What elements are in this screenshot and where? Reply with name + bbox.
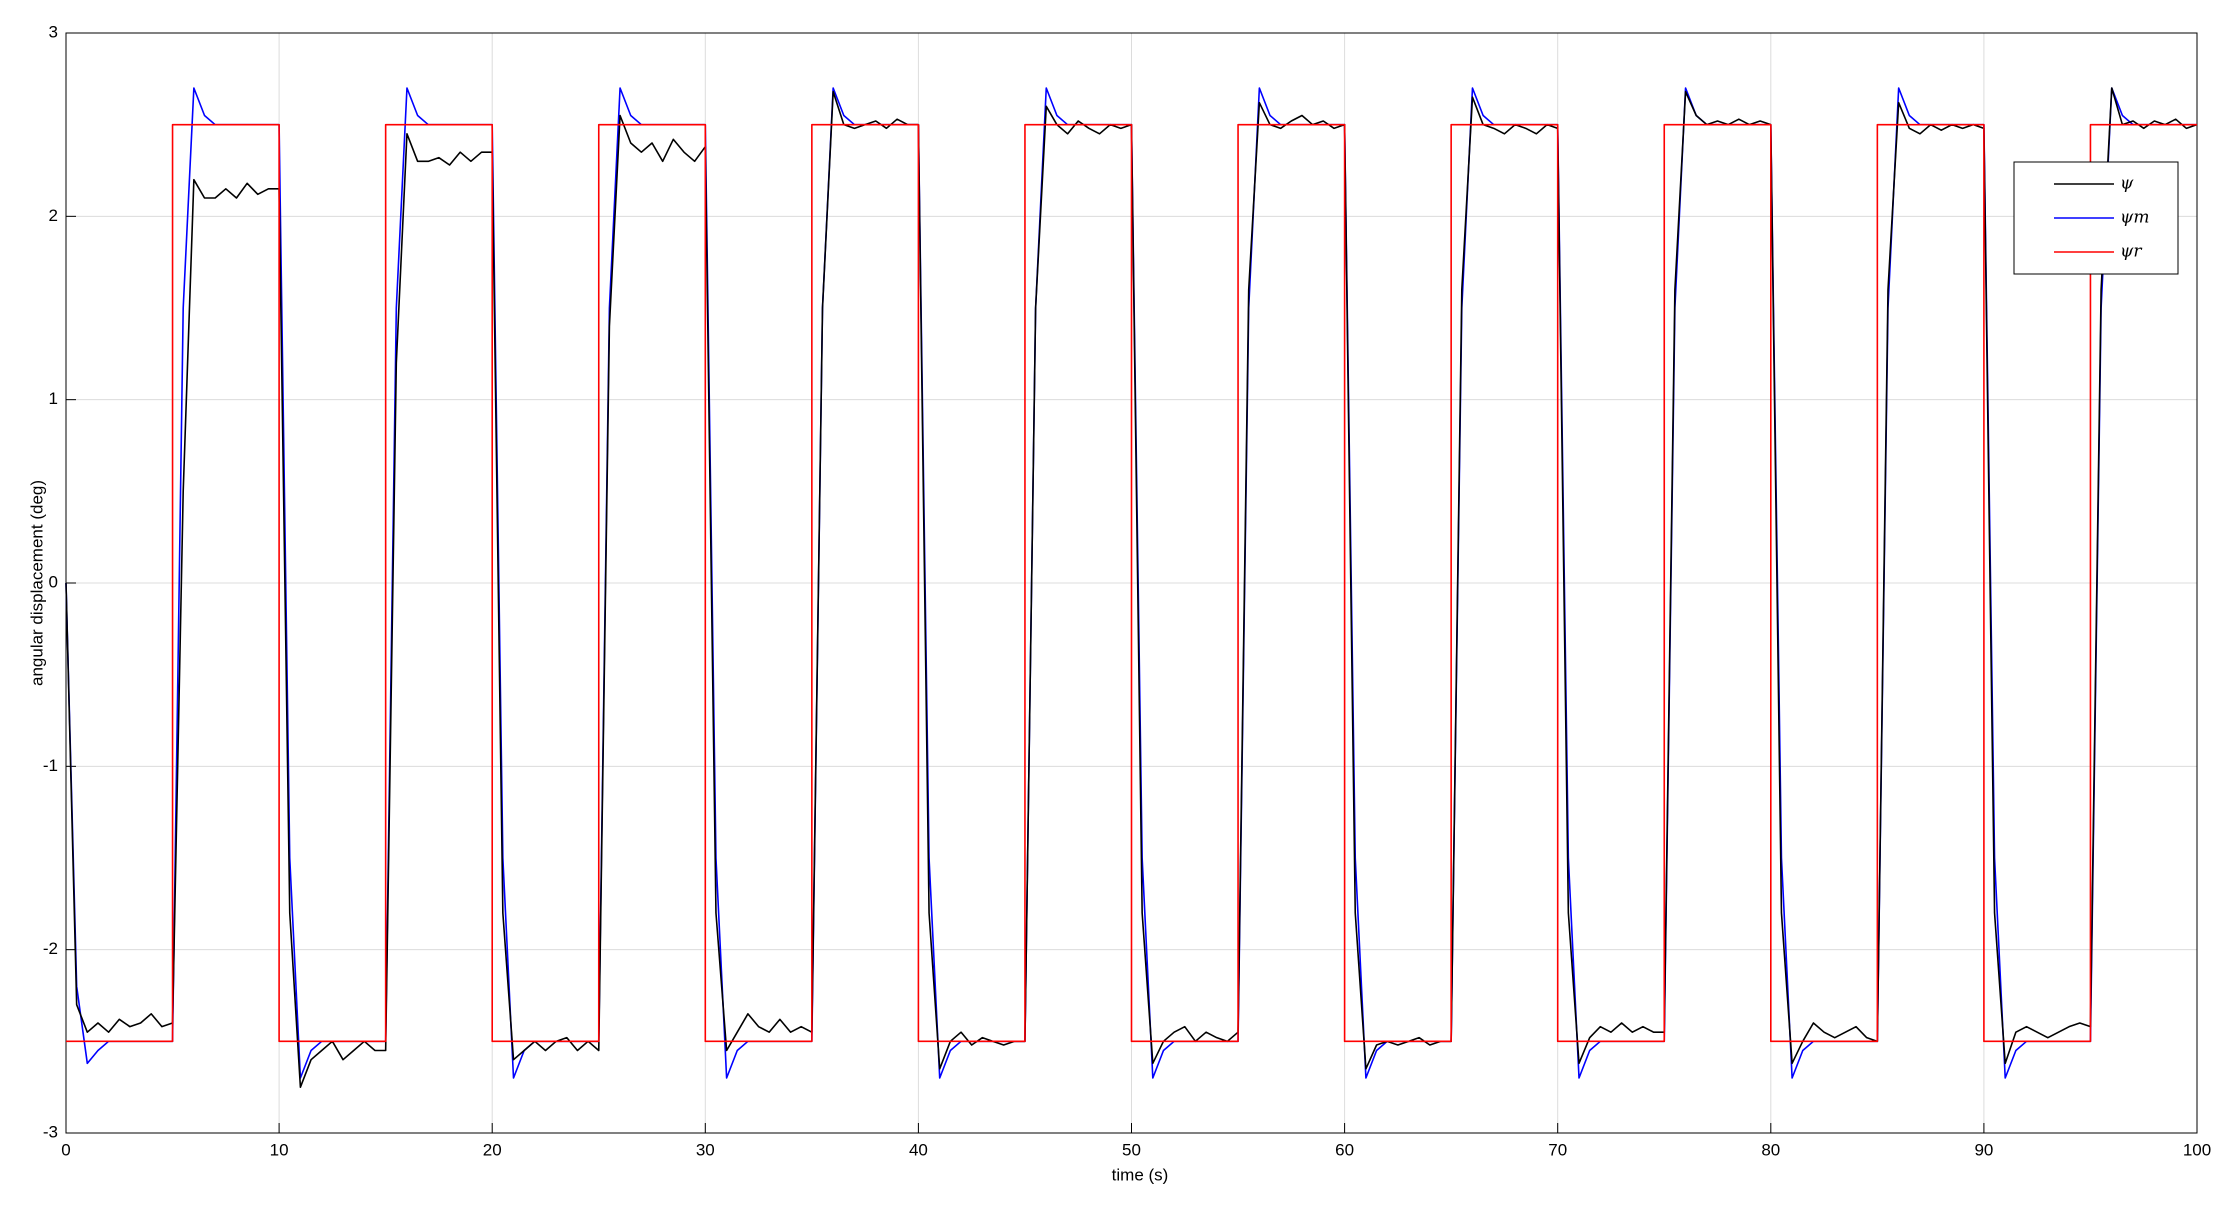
x-tick-label: 100 <box>2183 1140 2211 1159</box>
legend-label: ψm <box>2120 208 2149 228</box>
y-axis-label: angular displacement (deg) <box>27 480 46 686</box>
y-tick-label: -2 <box>43 939 58 958</box>
x-tick-label: 50 <box>1122 1140 1141 1159</box>
x-tick-label: 10 <box>270 1140 289 1159</box>
legend-label: ψr <box>2120 242 2142 262</box>
y-tick-label: -1 <box>43 756 58 775</box>
x-tick-label: 20 <box>483 1140 502 1159</box>
x-tick-label: 80 <box>1761 1140 1780 1159</box>
y-tick-label: 0 <box>49 572 58 591</box>
x-tick-label: 30 <box>696 1140 715 1159</box>
x-tick-label: 40 <box>909 1140 928 1159</box>
y-tick-label: -3 <box>43 1122 58 1141</box>
x-tick-label: 90 <box>1974 1140 1993 1159</box>
x-axis-label: time (s) <box>1112 1165 1169 1184</box>
legend-label: ψ <box>2120 174 2134 194</box>
series-line <box>66 123 2197 1043</box>
x-tick-label: 70 <box>1548 1140 1567 1159</box>
y-tick-label: 2 <box>49 206 58 225</box>
x-tick-label: 60 <box>1335 1140 1354 1159</box>
x-tick-label: 0 <box>61 1140 70 1159</box>
y-tick-label: 3 <box>49 22 58 41</box>
y-tick-label: 1 <box>49 389 58 408</box>
